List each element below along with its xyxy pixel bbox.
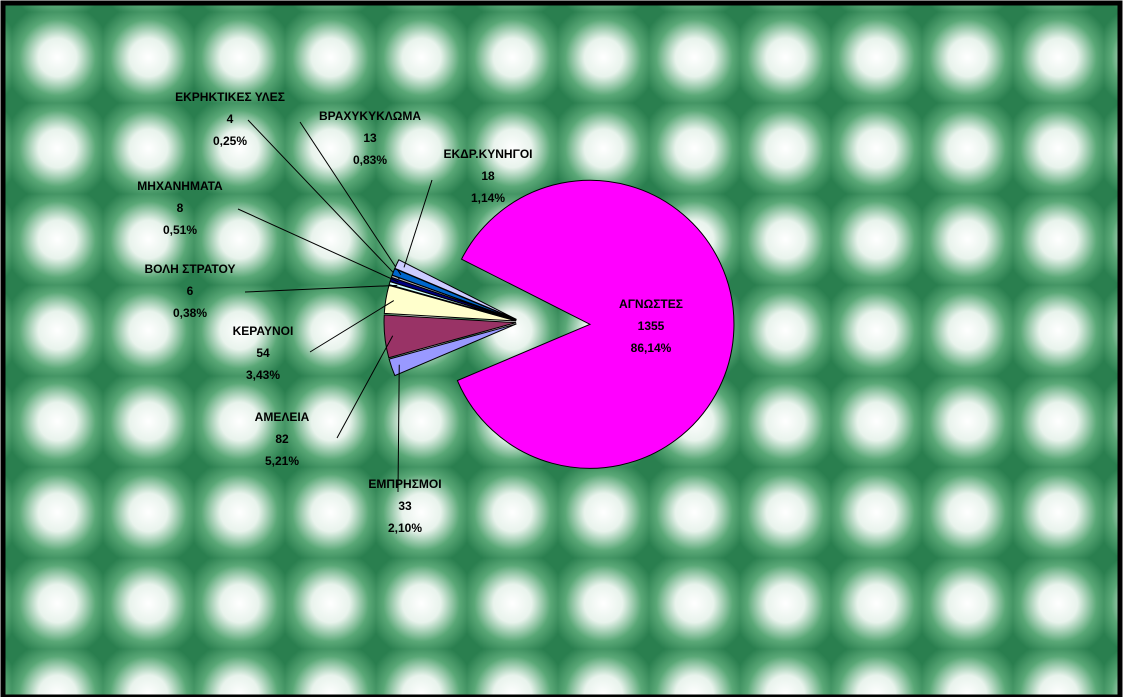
slice-label: ΕΚΔΡ.ΚΥΝΗΓΟΙ [444,147,533,161]
leader-line [299,121,402,276]
slice-percent: 5,21% [265,454,299,468]
slice-value: 4 [227,112,234,126]
leader-line [244,284,398,293]
leader-line [237,208,399,283]
pie-slice [383,314,517,359]
slice-label: ΑΜΕΛΕΙΑ [255,410,310,424]
slice-value: 13 [363,131,377,145]
slice-percent: 0,25% [213,134,247,148]
pie-slice [394,259,517,320]
slice-value: 1355 [638,319,665,333]
slice-value: 82 [275,432,289,446]
leader-line [403,179,433,268]
pie-slice [456,179,735,469]
slice-percent: 2,10% [388,521,422,535]
slice-value: 33 [398,499,412,513]
slice-percent: 86,14% [631,341,672,355]
slice-label: ΒΡΑΧΥΚΥΚΛΩΜΑ [319,109,421,123]
slice-value: 8 [177,201,184,215]
leader-line [309,300,395,353]
slice-percent: 0,51% [163,223,197,237]
leader-line [397,364,400,493]
slice-percent: 0,38% [173,306,207,320]
slice-percent: 1,14% [471,191,505,205]
slice-label: ΜΗΧΑΝΗΜΑΤΑ [137,179,223,193]
slice-label: ΑΓΝΩΣΤΕΣ [619,297,683,311]
slice-label: ΕΜΠΡΗΣΜΟΙ [368,477,441,491]
leader-line [336,335,394,439]
slice-value: 6 [187,284,194,298]
slice-percent: 0,83% [353,153,387,167]
slice-value: 18 [481,169,495,183]
slice-label: ΚΕΡΑΥΝΟΙ [233,324,294,338]
pie-slice [388,323,517,377]
slice-label: ΕΚΡΗΚΤΙΚΕΣ ΥΛΕΣ [175,90,285,104]
slice-percent: 3,43% [246,368,280,382]
slice-value: 54 [256,346,270,360]
slice-label: ΒΟΛΗ ΣΤΡΑΤΟΥ [144,262,235,276]
leader-line [247,119,400,280]
